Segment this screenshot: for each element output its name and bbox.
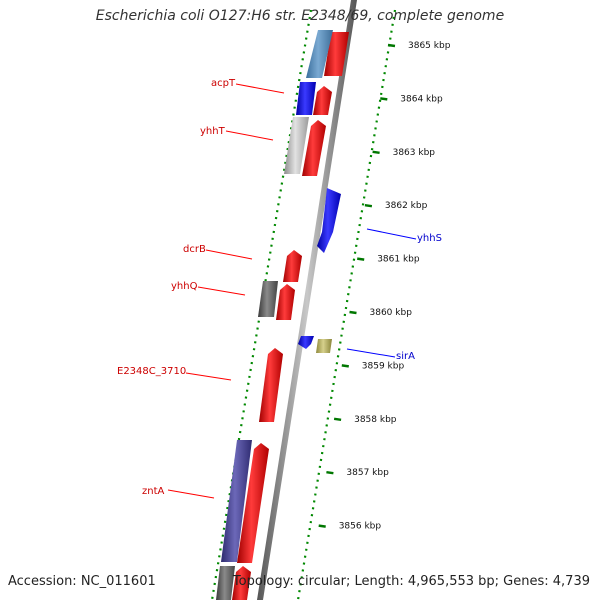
gene-label-yhhT: yhhT — [200, 126, 226, 137]
gene-feature — [216, 566, 235, 600]
gene-label-zntA: zntA — [142, 486, 165, 497]
gene-labels: acpT yhhT dcrB yhhQ E2348C_3710 zntA yhh… — [117, 78, 442, 499]
scale-tick-mark — [387, 43, 396, 48]
gene-label-acpT: acpT — [211, 78, 236, 89]
scale-tick-mark — [318, 524, 326, 528]
scale-tick-label: 3864 kbp — [400, 94, 443, 104]
gene-label-yhhS: yhhS — [417, 233, 442, 244]
gene-feature — [317, 188, 341, 253]
genome-backbone — [257, 0, 357, 600]
accession-text: Accession: NC_011601 — [8, 574, 156, 589]
scale-tick-label: 3863 kbp — [393, 148, 436, 158]
scale-tick-label: 3857 kbp — [346, 468, 389, 478]
label-leader-line — [205, 249, 253, 260]
gene-feature — [306, 30, 333, 78]
label-leader-line — [366, 228, 417, 240]
label-leader-line — [167, 489, 215, 499]
scale-tick-mark — [372, 150, 380, 155]
label-leader-line — [185, 372, 232, 381]
scale-tick-label: 3859 kbp — [362, 361, 405, 371]
label-leader-line — [346, 348, 396, 358]
scale-tick-label: 3858 kbp — [354, 415, 397, 425]
gene-feature — [221, 440, 252, 562]
label-leader-line — [235, 83, 285, 94]
gene-feature — [296, 82, 316, 115]
gene-feature — [237, 443, 269, 563]
gene-feature — [258, 281, 278, 317]
scale-tick-label: 3865 kbp — [408, 41, 451, 51]
scale-tick-mark — [326, 470, 334, 475]
gene-feature — [232, 566, 251, 600]
left-guide-line — [210, 9, 313, 601]
other-genes — [216, 30, 341, 600]
scale-tick-mark — [333, 417, 342, 422]
scale-tick-mark — [341, 364, 349, 368]
gene-feature — [313, 86, 332, 115]
scale-tick-label: 3860 kbp — [370, 308, 413, 318]
gene-feature — [276, 284, 295, 320]
reverse-strand-genes — [232, 32, 349, 600]
gene-label-sirA: sirA — [396, 351, 415, 362]
scale-tick-mark — [349, 310, 357, 315]
genome-summary-text: Topology: circular; Length: 4,965,553 bp… — [232, 574, 590, 589]
gene-feature — [324, 32, 349, 76]
scale-ticks: 3865 kbp 3864 kbp 3863 kbp 3862 kbp 3861 kbp… — [318, 41, 451, 532]
gene-feature — [259, 348, 283, 422]
gene-feature — [284, 117, 309, 174]
gene-label-E2348C_3710: E2348C_3710 — [117, 366, 186, 377]
gene-feature — [283, 250, 302, 282]
label-leader-line — [225, 130, 274, 141]
scale-tick-label: 3862 kbp — [385, 201, 428, 211]
gene-label-yhhQ: yhhQ — [171, 281, 198, 292]
gene-feature — [298, 336, 314, 349]
gene-feature — [302, 120, 326, 176]
gene-label-dcrB: dcrB — [183, 244, 206, 255]
label-leader-line — [197, 286, 246, 296]
gene-feature — [316, 339, 332, 353]
scale-tick-label: 3856 kbp — [339, 522, 382, 532]
scale-tick-mark — [380, 97, 388, 101]
scale-tick-mark — [364, 203, 373, 208]
right-guide-line — [296, 9, 397, 601]
scale-tick-mark — [357, 257, 365, 261]
genome-title: Escherichia coli O127:H6 str. E2348/69, … — [95, 8, 505, 24]
scale-tick-label: 3861 kbp — [377, 255, 420, 265]
